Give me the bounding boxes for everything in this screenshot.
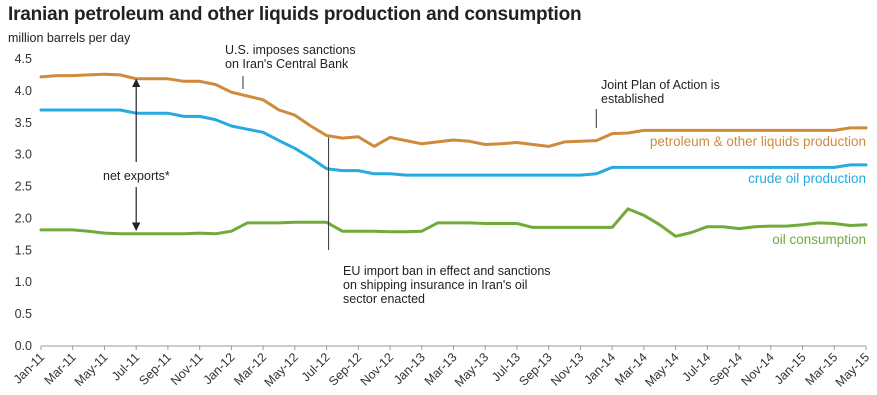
series-label: petroleum & other liquids production <box>650 134 866 149</box>
annotation-eu-ban: EU import ban in effect and sanctions on … <box>343 264 551 306</box>
x-tick-label: Jan-13 <box>391 350 428 387</box>
y-tick-label: 2.0 <box>15 211 32 225</box>
series-line-petroleum-other-liquids-production <box>39 72 868 148</box>
y-tick-label: 1.0 <box>15 275 32 289</box>
x-tick-label: Nov-14 <box>739 350 777 388</box>
x-tick-label: Jan-15 <box>772 350 809 387</box>
y-axis-ticks: 0.0 0.5 1.0 1.5 2.0 2.5 3.0 3.5 4.0 4.5 <box>15 52 32 353</box>
x-tick-label: May-14 <box>642 350 681 389</box>
x-tick-label: Sep-12 <box>326 350 364 388</box>
x-tick-label: Sep-14 <box>707 350 745 388</box>
x-tick-label: May-13 <box>452 350 491 389</box>
x-tick-label: May-15 <box>833 350 872 389</box>
x-tick-label: Sep-11 <box>136 350 174 388</box>
x-tick-label: May-11 <box>72 350 111 389</box>
y-tick-label: 1.5 <box>15 243 32 257</box>
x-tick-label: Jan-11 <box>11 350 47 386</box>
x-tick-label: May-12 <box>262 350 301 389</box>
y-tick-label: 0.0 <box>15 339 32 353</box>
x-tick-label: Nov-11 <box>168 350 206 388</box>
x-tick-label: Jan-14 <box>581 350 618 387</box>
y-tick-label: 4.5 <box>15 52 32 66</box>
x-tick-label: Nov-12 <box>358 350 396 388</box>
chart-series <box>39 72 868 238</box>
series-label: crude oil production <box>748 171 866 186</box>
y-tick-label: 4.0 <box>15 84 32 98</box>
chart-title: Iranian petroleum and other liquids prod… <box>8 4 582 25</box>
x-axis: Jan-11Mar-11May-11Jul-11Sep-11Nov-11Jan-… <box>11 345 872 390</box>
x-tick-label: Jan-12 <box>201 350 238 387</box>
y-tick-label: 0.5 <box>15 307 32 321</box>
annotation-joint-plan: Joint Plan of Action is established <box>601 78 720 106</box>
series-labels: petroleum & other liquids production crud… <box>650 134 866 247</box>
annotation-us-sanctions: U.S. imposes sanctions on Iran's Central … <box>225 43 356 71</box>
y-axis-unit-label: million barrels per day <box>8 31 131 45</box>
series-line-oil-consumption <box>39 207 868 238</box>
y-tick-label: 2.5 <box>15 180 32 194</box>
series-label: oil consumption <box>772 232 866 247</box>
y-tick-label: 3.5 <box>15 116 32 130</box>
y-tick-label: 3.0 <box>15 148 32 162</box>
annotation-net-exports: net exports* <box>103 169 170 183</box>
chart-annotations: U.S. imposes sanctions on Iran's Central … <box>103 43 720 306</box>
x-tick-label: Sep-13 <box>516 350 554 388</box>
series-line-crude-oil-production <box>39 108 868 177</box>
x-tick-label: Nov-13 <box>548 350 586 388</box>
